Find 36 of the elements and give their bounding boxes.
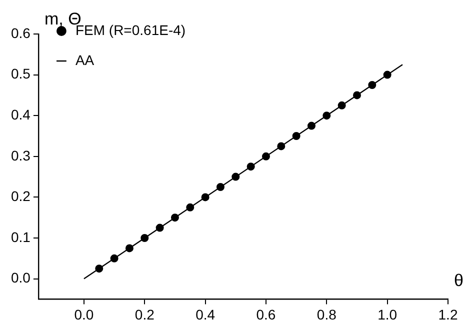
point — [125, 244, 134, 252]
y-tick-label: 0.1 — [10, 228, 31, 245]
x-tick-label: 0.0 — [74, 306, 94, 322]
point — [277, 142, 286, 150]
x-tick-label: 1.0 — [378, 306, 398, 322]
point — [352, 91, 361, 100]
point — [246, 162, 255, 171]
y-tick-label: 0.2 — [10, 188, 31, 204]
x-tick-label: 0.4 — [196, 306, 216, 322]
point — [140, 234, 149, 242]
point — [338, 101, 346, 110]
point — [262, 152, 270, 160]
point — [201, 193, 210, 202]
point — [368, 81, 376, 89]
x-tick-label: 0.8 — [316, 306, 337, 322]
y-tick-label: 0.5 — [10, 66, 31, 82]
point — [95, 264, 104, 273]
point — [307, 122, 316, 130]
point — [110, 254, 118, 262]
point — [292, 132, 300, 140]
x-tick-label: 0.2 — [134, 306, 155, 322]
legend-label: AA — [75, 52, 95, 68]
point — [186, 203, 194, 212]
x-axis-title: θ — [454, 270, 464, 290]
point — [170, 214, 179, 222]
x-tick-label: 0.6 — [256, 306, 276, 322]
point — [322, 112, 331, 120]
point — [156, 224, 164, 232]
y-tick-label: 0.4 — [10, 106, 31, 122]
y-tick-label: 0.6 — [10, 24, 31, 41]
point — [232, 172, 240, 181]
point — [383, 70, 392, 79]
x-tick-label: 1.2 — [438, 306, 458, 322]
point — [216, 183, 224, 191]
y-tick-label: 0.3 — [10, 147, 31, 164]
y-tick-label: 0.0 — [10, 270, 31, 286]
